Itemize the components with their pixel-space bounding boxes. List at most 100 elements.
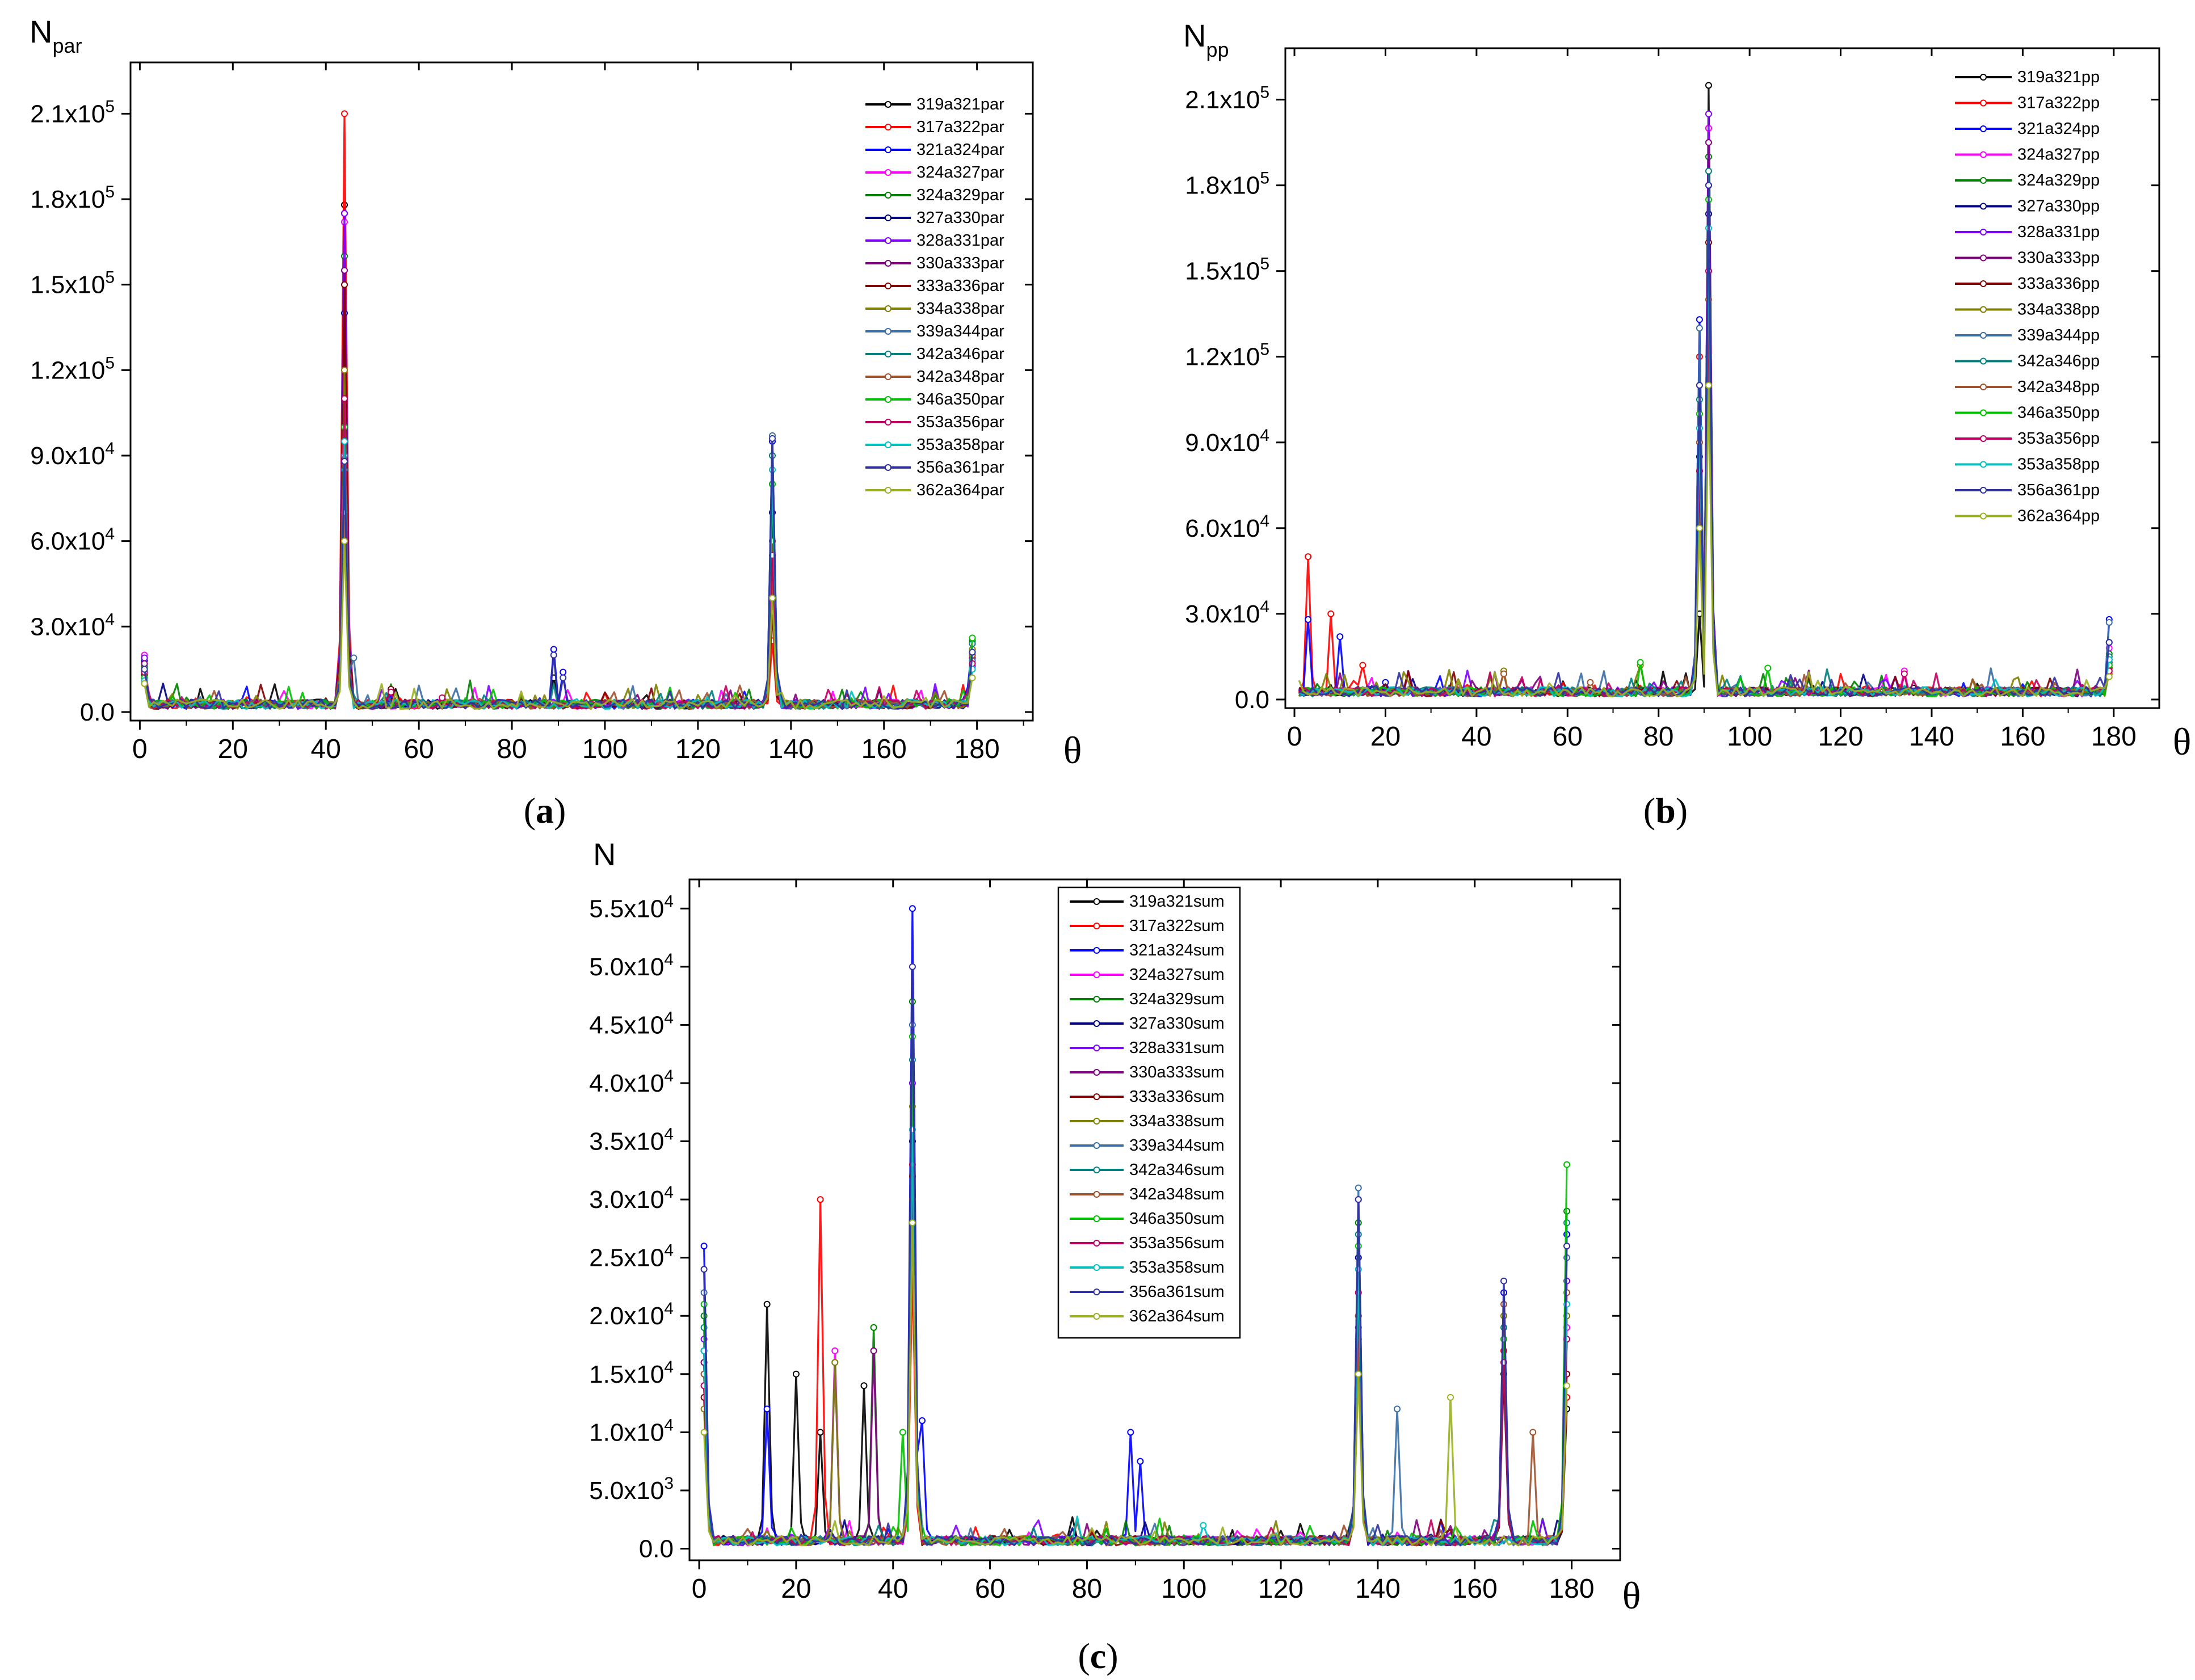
- legend-label: 324a327sum: [1129, 966, 1225, 984]
- legend-label: 324a329par: [916, 186, 1004, 204]
- caption-close: ): [1676, 790, 1688, 831]
- legend-label: 342a346par: [916, 345, 1004, 363]
- legend-marker: [885, 305, 892, 312]
- y-tick-exp: 4: [1260, 597, 1269, 616]
- series-point-333a336par: [341, 281, 348, 288]
- y-tick-exp: 3: [664, 1474, 674, 1493]
- y-axis-label-sub: pp: [1206, 38, 1229, 61]
- legend-marker: [1980, 461, 1987, 468]
- legend-label: 356a361par: [916, 458, 1004, 477]
- series-point-321a324sum: [1137, 1458, 1144, 1465]
- legend-marker: [1093, 1020, 1100, 1027]
- series-point-321a324par: [560, 668, 567, 676]
- series-point-319a321sum: [860, 1382, 868, 1390]
- x-tick-label: 40: [1461, 722, 1491, 752]
- y-tick-base: 1.8x10: [1185, 172, 1260, 200]
- x-tick-label: 140: [1909, 722, 1954, 752]
- y-tick-base: 2.1x10: [30, 100, 105, 128]
- y-tick-exp: 4: [664, 950, 674, 969]
- caption-close: ): [554, 790, 566, 831]
- series-point-319a321sum: [792, 1370, 800, 1378]
- x-tick-label: 100: [1161, 1574, 1206, 1604]
- series-point-319a321pp: [1705, 82, 1712, 89]
- series-point-321a324sum: [1127, 1429, 1134, 1436]
- series-point-362a364sum: [1355, 1370, 1362, 1378]
- y-tick-base: 5.5x10: [589, 895, 664, 923]
- y-tick-label: 9.0x104: [30, 439, 115, 470]
- legend: 319a321par 317a322par 321a324par 324a327par…: [865, 95, 1004, 499]
- series-line-321a324par: [144, 212, 974, 710]
- series-line-334a338par: [144, 369, 974, 710]
- x-tick-label: 40: [878, 1574, 908, 1604]
- y-axis-label: Npar: [30, 14, 82, 57]
- x-tick-label: 160: [2000, 722, 2045, 752]
- y-tick-exp: 5: [105, 268, 115, 287]
- caption-letter: a: [536, 790, 554, 831]
- legend-marker: [1093, 1093, 1100, 1100]
- caption-close: ): [1106, 1636, 1118, 1676]
- x-tick-label: 0: [1287, 722, 1302, 752]
- legend-marker: [885, 464, 892, 471]
- panel-c: 0 20 40 60 80 100 120 140 160 1800.05.0x1031.0x10…: [589, 836, 1641, 1676]
- series-point-321a324sum: [700, 1243, 708, 1250]
- series-point-353a356par: [341, 395, 348, 402]
- legend-label: 333a336par: [916, 277, 1004, 295]
- legend-marker: [885, 101, 892, 108]
- legend-label: 327a330par: [916, 209, 1004, 227]
- series-point-339a344sum: [1394, 1405, 1401, 1413]
- legend-marker: [1980, 99, 1987, 107]
- series-point-362a364par: [341, 537, 348, 545]
- legend-marker: [1980, 409, 1987, 416]
- legend-label: 319a321pp: [2017, 68, 2100, 86]
- series-point-356a361par: [341, 458, 348, 465]
- series-point-362a364par: [769, 595, 776, 602]
- legend-marker: [885, 169, 892, 176]
- y-tick-exp: 4: [664, 1067, 674, 1085]
- legend-label: 317a322pp: [2017, 94, 2100, 112]
- y-tick-label: 3.0x104: [1185, 597, 1269, 628]
- series-group: [141, 110, 976, 710]
- legend-marker: [1980, 229, 1987, 235]
- y-tick-base: 6.0x10: [30, 528, 105, 555]
- y-tick-label: 1.2x105: [30, 353, 115, 384]
- series-point-330a333sum: [870, 1347, 877, 1354]
- series-point-353a356pp: [1900, 670, 1908, 677]
- legend-marker: [1093, 971, 1100, 978]
- y-tick-base: 0.0: [1235, 686, 1269, 714]
- x-tick-label: 60: [1553, 722, 1583, 752]
- series-point-334a338par: [341, 367, 348, 374]
- series-point-317a322sum: [817, 1196, 824, 1203]
- legend-label: 328a331sum: [1129, 1039, 1225, 1057]
- panel-caption: (c): [1078, 1636, 1118, 1676]
- legend-marker: [1093, 898, 1100, 905]
- series-point-319a321sum: [817, 1429, 824, 1436]
- series-point-339a344pp: [2105, 618, 2113, 626]
- series-point-356a361par: [560, 674, 567, 681]
- y-tick-label: 3.0x104: [30, 610, 115, 641]
- legend-label: 330a333par: [916, 254, 1004, 272]
- x-tick-label: 40: [311, 734, 341, 764]
- series-point-321a324pp: [1696, 316, 1703, 323]
- legend-marker: [885, 283, 892, 289]
- y-tick-exp: 4: [664, 1008, 674, 1027]
- legend-label: 317a322sum: [1129, 917, 1225, 935]
- legend-marker: [1093, 1240, 1100, 1247]
- panel-a: 0 20 40 60 80 100 120 140 160 1800.03.0x1046.0x10…: [30, 14, 1082, 831]
- y-tick-label: 1.5x105: [1185, 255, 1269, 285]
- legend-marker: [885, 487, 892, 494]
- y-tick-label: 2.0x104: [589, 1299, 674, 1330]
- series-line-317a322par: [144, 112, 974, 710]
- series-point-353a356par: [387, 688, 394, 696]
- legend-marker: [1980, 125, 1987, 132]
- series-line-330a333par: [144, 270, 974, 710]
- y-tick-label: 6.0x104: [30, 525, 115, 555]
- y-tick-base: 1.5x10: [30, 271, 105, 299]
- y-tick-base: 3.0x10: [1185, 600, 1260, 628]
- caption-open: (: [524, 790, 536, 831]
- legend-label: 353a358sum: [1129, 1258, 1225, 1277]
- legend-label: 333a336sum: [1129, 1088, 1225, 1106]
- legend-label: 356a361sum: [1129, 1283, 1225, 1301]
- y-tick-base: 1.2x10: [1185, 343, 1260, 371]
- legend-label: 339a344par: [916, 322, 1004, 340]
